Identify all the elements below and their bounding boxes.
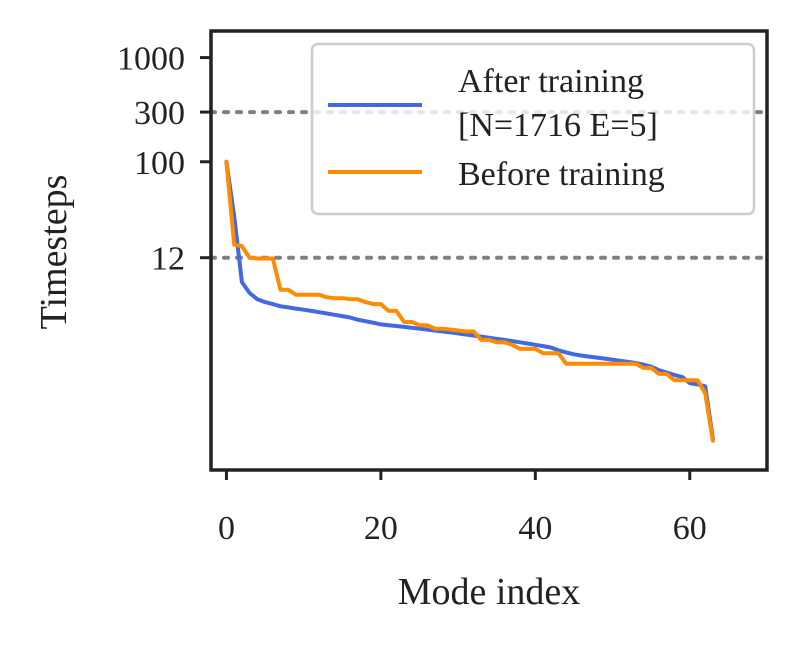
x-tick-label-60: 60 <box>673 510 707 547</box>
series-lines <box>224 159 715 443</box>
y-tick-label-12: 12 <box>151 241 185 278</box>
y-tick-label-1000: 1000 <box>117 41 185 78</box>
legend-label-before-training: Before training <box>458 156 665 193</box>
legend-label-after-training-line2: [N=1716 E=5] <box>458 107 658 144</box>
x-tick-label-0: 0 <box>218 510 235 547</box>
x-axis-ticks: 0 20 40 60 <box>218 470 707 547</box>
plot-frame <box>209 29 769 472</box>
legend-box <box>310 42 756 216</box>
y-axis-label: Timesteps <box>33 175 75 330</box>
x-tick-label-20: 20 <box>364 510 398 547</box>
y-axis-ticks: 1000 300 100 12 <box>117 41 211 278</box>
series-line-before <box>224 159 715 443</box>
legend-label-after-training-line1: After training <box>458 63 644 100</box>
x-axis-label: Mode index <box>398 571 581 613</box>
y-tick-label-300: 300 <box>134 95 185 132</box>
legend: After training [N=1716 E=5] Before train… <box>310 42 756 216</box>
y-tick-label-100: 100 <box>134 145 185 182</box>
x-tick-label-40: 40 <box>518 510 552 547</box>
